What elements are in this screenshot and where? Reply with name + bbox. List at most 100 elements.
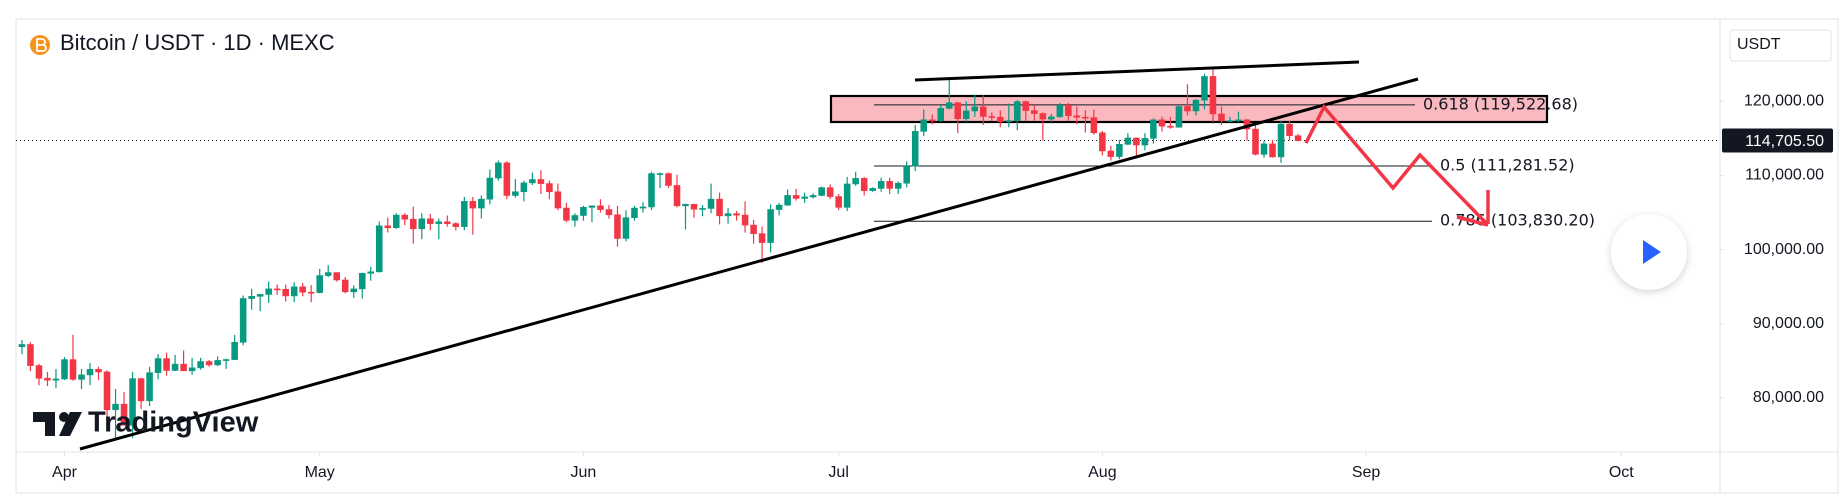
x-tick-label: Jul xyxy=(828,464,848,481)
y-tick-label: 110,000.00 xyxy=(1745,167,1824,184)
candle-body xyxy=(495,162,502,179)
candle-body xyxy=(367,271,375,274)
candle-body xyxy=(622,217,630,239)
trend-line xyxy=(914,60,1360,82)
candle-body xyxy=(137,378,145,402)
candle-body xyxy=(1260,143,1268,155)
logo-mark xyxy=(59,412,69,422)
candle-body xyxy=(299,286,306,293)
candle-body xyxy=(631,207,638,219)
candle-body xyxy=(120,403,128,426)
candle-body xyxy=(333,272,341,281)
candle-body xyxy=(69,359,77,380)
candle-body xyxy=(392,214,400,229)
candle-body xyxy=(112,403,119,411)
candle-body xyxy=(239,298,247,343)
candle-body xyxy=(988,116,996,118)
candle-body xyxy=(597,205,604,210)
bitcoin-icon-glyph xyxy=(36,38,47,52)
chart-frame xyxy=(15,18,1839,494)
candle-body xyxy=(707,198,715,209)
fib-levels: 0.618 (119,522.68)0.5 (111,281.52)0.786 … xyxy=(874,94,1595,230)
candle-body xyxy=(1073,115,1081,118)
candle-body xyxy=(979,106,987,117)
candle-body xyxy=(188,367,196,372)
candle-body xyxy=(103,371,111,411)
candle-body xyxy=(920,119,927,132)
candle-body xyxy=(444,221,451,224)
candle-body xyxy=(571,215,579,221)
candle-body xyxy=(265,288,272,295)
candle-body xyxy=(290,286,298,297)
candle-body xyxy=(911,131,919,167)
candle-body xyxy=(750,224,757,234)
candle-body xyxy=(537,179,545,184)
candle-body xyxy=(741,214,749,226)
candle-body xyxy=(860,178,868,191)
arrow-head xyxy=(1456,215,1489,227)
candle-body xyxy=(503,162,511,196)
candle-body xyxy=(469,201,477,209)
candle-body xyxy=(1252,128,1259,155)
projection-arrow xyxy=(1304,103,1488,225)
candle-body xyxy=(877,181,885,189)
candle-body xyxy=(997,116,1004,122)
x-tick-label: May xyxy=(305,464,335,481)
candle-body xyxy=(435,221,443,224)
x-tick-label: Jun xyxy=(571,464,597,481)
candle-body xyxy=(214,360,221,366)
logo-mark xyxy=(59,412,82,436)
candle-body xyxy=(792,195,800,199)
y-tick-label: 100,000.00 xyxy=(1744,241,1824,258)
candle-body xyxy=(197,361,204,369)
candle-body xyxy=(324,272,332,276)
candle-body xyxy=(673,185,681,207)
candle-body xyxy=(665,173,672,186)
candle-body xyxy=(1294,135,1302,141)
candle-body xyxy=(1235,119,1242,122)
candle-body xyxy=(1277,123,1285,158)
candle-body xyxy=(835,196,842,208)
candle-body xyxy=(818,187,825,196)
candle-body xyxy=(529,179,536,184)
currency-label: USDT xyxy=(1737,36,1781,53)
candle-body xyxy=(563,207,570,221)
chart-title: Bitcoin / USDT · 1D · MEXC xyxy=(60,30,335,55)
candle-body xyxy=(724,213,732,217)
candle-body xyxy=(282,288,289,297)
candle-body xyxy=(690,204,698,210)
candle-body xyxy=(205,361,213,366)
candle-body xyxy=(478,198,485,209)
candle-body xyxy=(1039,113,1047,120)
candle-body xyxy=(1192,99,1200,112)
candle-body xyxy=(1269,143,1276,158)
candle-body xyxy=(384,225,392,229)
candle-body xyxy=(1175,106,1183,128)
candles xyxy=(18,67,1302,439)
candle-body xyxy=(1167,125,1174,128)
candle-body xyxy=(784,195,791,206)
candle-body xyxy=(894,182,902,189)
axes: 80,000.00 90,000.00 100,000.00 110,000.00 12… xyxy=(52,93,1833,481)
currency-box[interactable] xyxy=(1729,29,1832,62)
candle-body xyxy=(1218,113,1225,122)
candle-body xyxy=(129,378,136,426)
candle-body xyxy=(1201,76,1208,101)
candle-body xyxy=(273,288,281,291)
candle-body xyxy=(401,214,409,220)
candle-body xyxy=(95,369,102,373)
fib-label: 0.5 (111,281.52) xyxy=(1440,155,1575,174)
y-tick-label: 90,000.00 xyxy=(1753,315,1824,332)
logo-mark xyxy=(33,412,55,436)
candle-body xyxy=(44,377,51,381)
candle-body xyxy=(1048,116,1055,120)
candle-body xyxy=(512,191,519,196)
candle-body xyxy=(410,218,417,230)
candle-body xyxy=(1141,138,1149,146)
candle-body xyxy=(614,214,621,239)
y-tick-label: 120,000.00 xyxy=(1744,93,1824,110)
candle-body xyxy=(945,102,953,109)
candle-body xyxy=(639,206,647,209)
candle-body xyxy=(588,205,596,208)
y-tick-label: 80,000.00 xyxy=(1753,389,1824,406)
